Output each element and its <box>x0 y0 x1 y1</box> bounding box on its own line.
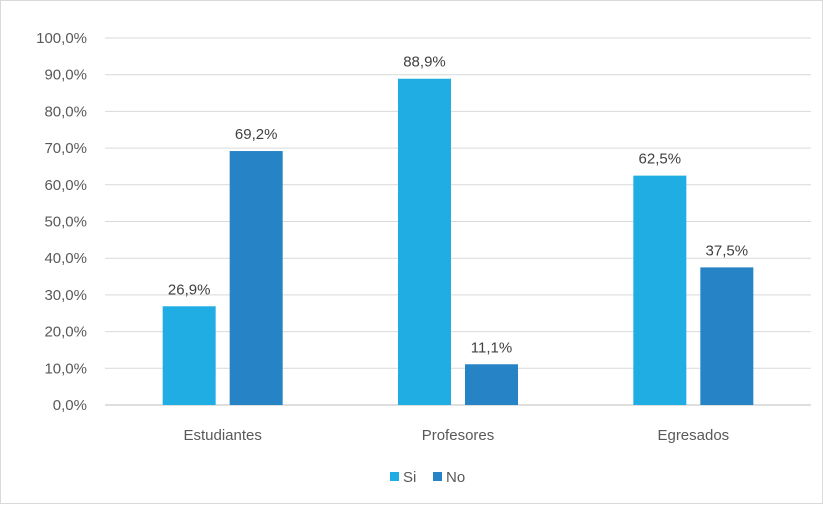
bars <box>162 78 754 405</box>
category-label: Egresados <box>657 427 729 444</box>
legend: Si No <box>390 469 465 486</box>
bar-si-egresados <box>633 175 687 405</box>
category-label: Estudiantes <box>183 427 261 444</box>
y-tick-label: 20,0% <box>44 324 87 341</box>
legend-swatch-no <box>433 472 442 481</box>
y-tick-label: 70,0% <box>44 140 87 157</box>
data-label: 37,5% <box>706 242 749 259</box>
y-tick-label: 100,0% <box>36 30 87 47</box>
data-labels: 26,9% 69,2% 88,9% 11,1% 62,5% 37,5% <box>168 54 748 357</box>
category-label: Profesores <box>422 427 495 444</box>
data-label: 62,5% <box>639 151 682 168</box>
legend-label-si: Si <box>403 469 416 486</box>
legend-swatch-si <box>390 472 399 481</box>
bar-si-estudiantes <box>162 306 216 405</box>
y-tick-label: 80,0% <box>44 103 87 120</box>
data-label: 26,9% <box>168 281 211 298</box>
x-axis-category-labels: Estudiantes Profesores Egresados <box>183 427 729 444</box>
bar-si-profesores <box>398 78 451 405</box>
data-label: 88,9% <box>403 54 446 71</box>
y-axis-tick-labels: 0,0% 10,0% 20,0% 30,0% 40,0% 50,0% 60,0% 70,0% 8… <box>36 30 87 414</box>
y-tick-label: 30,0% <box>44 287 87 304</box>
y-tick-label: 50,0% <box>44 214 87 231</box>
y-tick-label: 40,0% <box>44 250 87 267</box>
bar-no-profesores <box>465 364 518 405</box>
y-tick-label: 0,0% <box>53 397 87 414</box>
bar-no-egresados <box>700 267 754 405</box>
bar-no-estudiantes <box>229 151 283 405</box>
data-label: 11,1% <box>471 339 512 356</box>
gridlines <box>105 37 811 406</box>
y-tick-label: 90,0% <box>44 67 87 84</box>
y-tick-label: 10,0% <box>44 360 87 377</box>
data-label: 69,2% <box>235 126 278 143</box>
legend-label-no: No <box>446 469 465 486</box>
y-tick-label: 60,0% <box>44 177 87 194</box>
